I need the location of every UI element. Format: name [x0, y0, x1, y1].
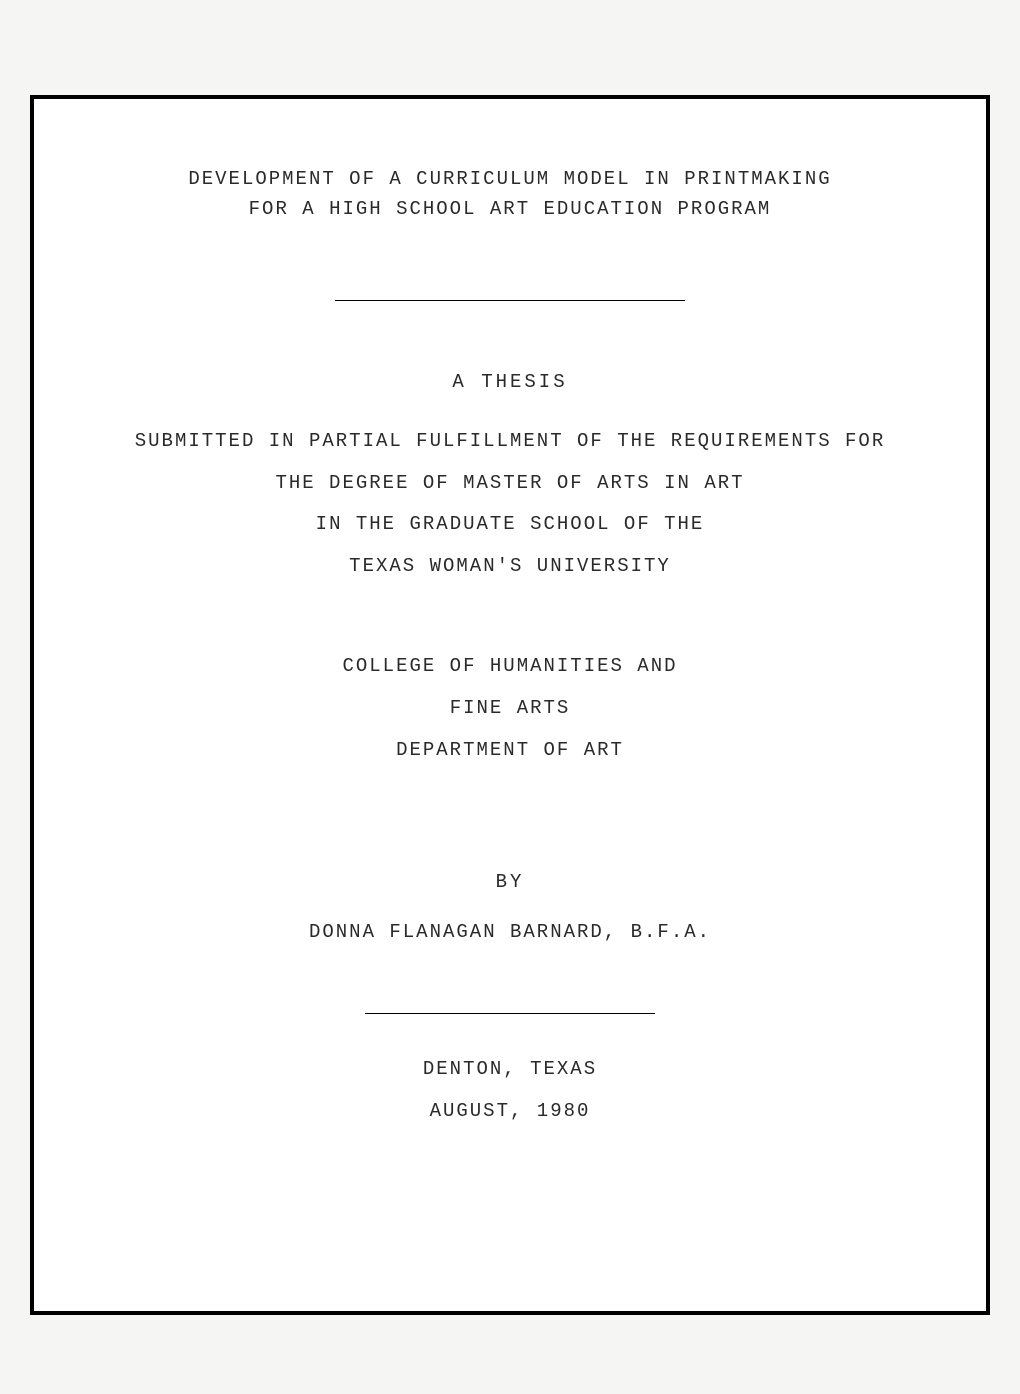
thesis-label: A THESIS: [74, 371, 946, 393]
divider-rule-2: [365, 1013, 655, 1014]
college-line-2: FINE ARTS: [74, 688, 946, 730]
submission-statement: SUBMITTED IN PARTIAL FULFILLMENT OF THE …: [74, 421, 946, 588]
document-frame: DEVELOPMENT OF A CURRICULUM MODEL IN PRI…: [30, 95, 990, 1315]
college-line-1: COLLEGE OF HUMANITIES AND: [74, 646, 946, 688]
location-city: DENTON, TEXAS: [74, 1049, 946, 1091]
submission-line-1: SUBMITTED IN PARTIAL FULFILLMENT OF THE …: [74, 421, 946, 463]
title-line-2: FOR A HIGH SCHOOL ART EDUCATION PROGRAM: [74, 194, 946, 224]
location-date: DENTON, TEXAS AUGUST, 1980: [74, 1049, 946, 1133]
location-date-text: AUGUST, 1980: [74, 1091, 946, 1133]
title-line-1: DEVELOPMENT OF A CURRICULUM MODEL IN PRI…: [74, 164, 946, 194]
divider-rule-1: [335, 300, 685, 301]
submission-line-3: IN THE GRADUATE SCHOOL OF THE: [74, 504, 946, 546]
by-label: BY: [74, 871, 946, 893]
submission-line-4: TEXAS WOMAN'S UNIVERSITY: [74, 546, 946, 588]
author-name: DONNA FLANAGAN BARNARD, B.F.A.: [74, 921, 946, 943]
submission-line-2: THE DEGREE OF MASTER OF ARTS IN ART: [74, 463, 946, 505]
college-line-3: DEPARTMENT OF ART: [74, 730, 946, 772]
document-title: DEVELOPMENT OF A CURRICULUM MODEL IN PRI…: [74, 164, 946, 225]
college-department: COLLEGE OF HUMANITIES AND FINE ARTS DEPA…: [74, 646, 946, 771]
